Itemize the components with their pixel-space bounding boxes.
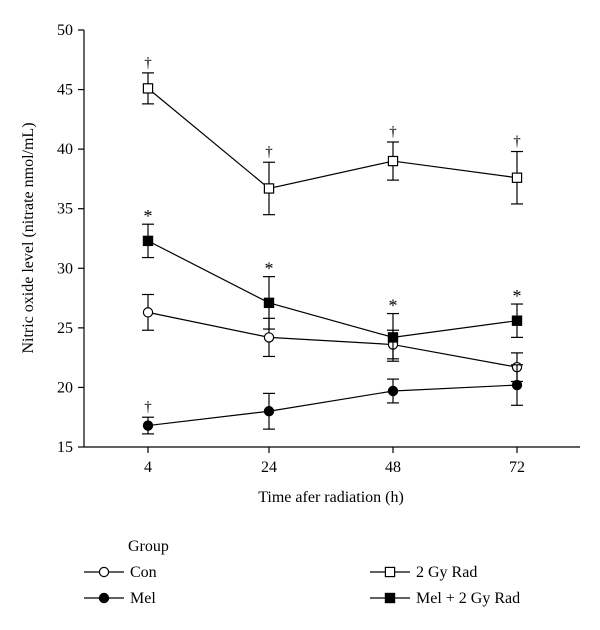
series-line-3 bbox=[147, 240, 518, 338]
data-point-2-0 bbox=[142, 83, 154, 94]
y-tick-label-45: 45 bbox=[57, 82, 73, 99]
y-axis-label: Nitric oxide level (nitrate nmol/mL) bbox=[20, 122, 37, 353]
plot-area: † † † † † * * * * bbox=[142, 55, 523, 435]
legend-label-2: 2 Gy Rad bbox=[416, 564, 477, 581]
data-point-2-1 bbox=[263, 183, 275, 194]
legend-marker-2 bbox=[384, 566, 396, 578]
data-point-3-2 bbox=[387, 332, 399, 343]
x-tick-label-48: 48 bbox=[385, 459, 401, 476]
series-line-0 bbox=[147, 311, 518, 368]
annotation-3-0: * bbox=[144, 206, 153, 226]
y-tick-label-25: 25 bbox=[57, 320, 73, 337]
data-point-1-1 bbox=[263, 406, 275, 417]
y-tick-label-20: 20 bbox=[57, 379, 73, 396]
series-3: * * * * bbox=[142, 206, 523, 362]
legend-item-3: Mel + 2 Gy Rad bbox=[370, 590, 520, 607]
annotation-1-0: † bbox=[144, 399, 152, 415]
x-tick-label-4: 4 bbox=[144, 459, 152, 476]
legend-label-0: Con bbox=[130, 564, 157, 581]
legend-marker-1 bbox=[98, 592, 110, 604]
annotation-2-2: † bbox=[389, 124, 397, 140]
legend-title: Group bbox=[128, 538, 169, 555]
annotation-3-1: * bbox=[265, 259, 274, 279]
legend-marker-3 bbox=[384, 592, 396, 604]
y-tick-label-30: 30 bbox=[57, 260, 73, 277]
annotation-2-1: † bbox=[265, 144, 273, 160]
y-tick-label-40: 40 bbox=[57, 141, 73, 158]
data-point-3-0 bbox=[142, 235, 154, 247]
series-2: † † † † bbox=[142, 55, 523, 216]
x-tick-label-24: 24 bbox=[261, 459, 277, 476]
data-point-2-3 bbox=[511, 172, 523, 183]
data-point-3-1 bbox=[263, 297, 275, 309]
y-tick-label-15: 15 bbox=[57, 439, 73, 456]
y-tick-label-50: 50 bbox=[57, 22, 73, 39]
series-0 bbox=[142, 293, 523, 383]
legend: Group Con Mel 2 Gy Rad Mel + 2 Gy Rad bbox=[84, 538, 520, 607]
annotation-2-0: † bbox=[144, 55, 152, 71]
x-tick-label-72: 72 bbox=[509, 459, 525, 476]
x-axis-label: Time afer radiation (h) bbox=[258, 489, 404, 506]
series-line-2 bbox=[147, 87, 518, 190]
data-point-1-0 bbox=[142, 420, 154, 431]
x-ticks: 4 24 48 72 bbox=[144, 447, 525, 476]
legend-item-2: 2 Gy Rad bbox=[370, 564, 477, 581]
y-tick-label-35: 35 bbox=[57, 201, 73, 218]
y-ticks: 15 20 25 30 35 40 45 50 bbox=[57, 22, 84, 456]
data-point-1-3 bbox=[511, 379, 523, 391]
data-point-3-3 bbox=[511, 315, 523, 326]
annotation-3-2: * bbox=[389, 296, 398, 316]
annotation-2-3: † bbox=[513, 134, 521, 150]
series-1: † bbox=[142, 364, 523, 435]
data-point-1-2 bbox=[387, 385, 399, 397]
legend-items: Con Mel 2 Gy Rad Mel + 2 Gy Rad bbox=[84, 564, 520, 607]
legend-label-3: Mel + 2 Gy Rad bbox=[416, 590, 520, 607]
data-point-0-0 bbox=[142, 307, 154, 318]
legend-item-1: Mel bbox=[84, 590, 156, 607]
data-point-0-1 bbox=[263, 332, 275, 343]
legend-label-1: Mel bbox=[130, 590, 156, 607]
annotation-3-3: * bbox=[513, 286, 522, 306]
axes bbox=[83, 30, 580, 448]
data-point-2-2 bbox=[387, 155, 399, 167]
legend-marker-0 bbox=[98, 566, 110, 578]
series-line-1 bbox=[147, 384, 518, 427]
legend-item-0: Con bbox=[84, 564, 157, 581]
